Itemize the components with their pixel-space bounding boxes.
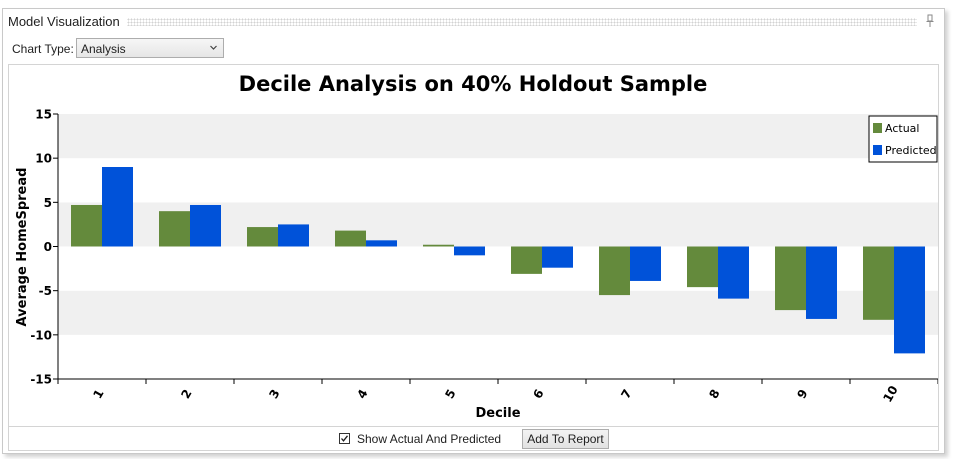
add-to-report-button[interactable]: Add To Report	[522, 429, 609, 449]
y-tick-label: 5	[44, 196, 52, 210]
x-tick-label: 8	[706, 387, 722, 401]
decile-chart: -15 -10 -5 0 5 10 15 1 2 3 4 5 6 7 8 9 10 Decile Analys…	[15, 72, 938, 421]
bar-predicted-decile-1[interactable]	[102, 167, 133, 247]
bar-actual-decile-1[interactable]	[71, 204, 102, 247]
chart-title: Decile Analysis on 40% Holdout Sample	[239, 72, 708, 96]
x-tick-label: 7	[618, 387, 634, 401]
bar-predicted-decile-8[interactable]	[718, 246, 749, 299]
bar-actual-decile-9[interactable]	[775, 246, 806, 311]
chart-type-value: Analysis	[81, 42, 126, 56]
bar-predicted-decile-7[interactable]	[630, 246, 661, 281]
show-actual-checkbox[interactable]	[339, 433, 350, 444]
bar-actual-decile-10[interactable]	[863, 246, 894, 320]
y-tick-label: -5	[39, 284, 52, 298]
x-tick-label: 9	[794, 387, 810, 401]
bar-actual-decile-6[interactable]	[511, 246, 542, 274]
grid-band	[58, 158, 938, 203]
legend-label-predicted: Predicted	[885, 144, 937, 157]
chart-footer: Show Actual And Predicted Add To Report	[8, 427, 939, 451]
y-tick-label: -10	[30, 328, 52, 342]
chart-type-dropdown[interactable]: Analysis	[76, 38, 224, 58]
model-visualization-window: Model Visualization Chart Type: Analysis…	[2, 8, 945, 454]
grid-band	[58, 114, 938, 159]
bar-actual-decile-3[interactable]	[247, 227, 278, 247]
bar-predicted-decile-5[interactable]	[454, 246, 485, 256]
y-tick-label: -15	[30, 373, 52, 387]
x-tick-label: 6	[530, 387, 546, 401]
legend-swatch-predicted	[873, 145, 882, 155]
y-axis-label: Average HomeSpread	[15, 168, 30, 327]
legend-swatch-actual	[873, 123, 882, 133]
title-grip	[127, 18, 917, 26]
x-tick-label: 10	[880, 383, 900, 404]
bar-actual-decile-5[interactable]	[423, 244, 454, 247]
x-axis-label: Decile	[475, 406, 520, 421]
window-titlebar: Model Visualization	[3, 9, 944, 35]
show-actual-label: Show Actual And Predicted	[357, 432, 502, 446]
bar-predicted-decile-10[interactable]	[894, 246, 925, 354]
chart-type-row: Chart Type: Analysis	[3, 37, 403, 61]
x-tick-label: 5	[442, 387, 458, 401]
bar-actual-decile-4[interactable]	[335, 230, 366, 247]
chart-legend: Actual Predicted	[868, 115, 938, 163]
chart-type-label: Chart Type:	[12, 42, 74, 56]
bar-predicted-decile-2[interactable]	[190, 204, 221, 247]
grid-band	[58, 334, 938, 379]
y-tick-label: 10	[35, 152, 52, 166]
x-tick-label: 1	[90, 387, 106, 401]
x-tick-label: 2	[178, 387, 194, 401]
window-title: Model Visualization	[8, 14, 120, 29]
bar-actual-decile-8[interactable]	[687, 246, 718, 288]
x-tick-label: 3	[266, 387, 282, 401]
chart-panel: -15 -10 -5 0 5 10 15 1 2 3 4 5 6 7 8 9 10 Decile Analys…	[8, 64, 939, 427]
checkmark-icon	[341, 435, 349, 442]
bar-predicted-decile-9[interactable]	[806, 246, 837, 319]
y-tick-label: 0	[44, 240, 52, 254]
y-tick-label: 15	[35, 108, 52, 122]
legend-label-actual: Actual	[885, 122, 919, 135]
chevron-down-icon	[210, 45, 217, 50]
bar-actual-decile-7[interactable]	[599, 246, 630, 296]
bar-actual-decile-2[interactable]	[159, 211, 190, 247]
x-tick-label: 4	[354, 387, 370, 401]
pin-icon[interactable]	[925, 14, 935, 28]
bar-predicted-decile-4[interactable]	[366, 240, 397, 247]
bar-predicted-decile-6[interactable]	[542, 246, 573, 268]
bar-predicted-decile-3[interactable]	[278, 224, 309, 247]
